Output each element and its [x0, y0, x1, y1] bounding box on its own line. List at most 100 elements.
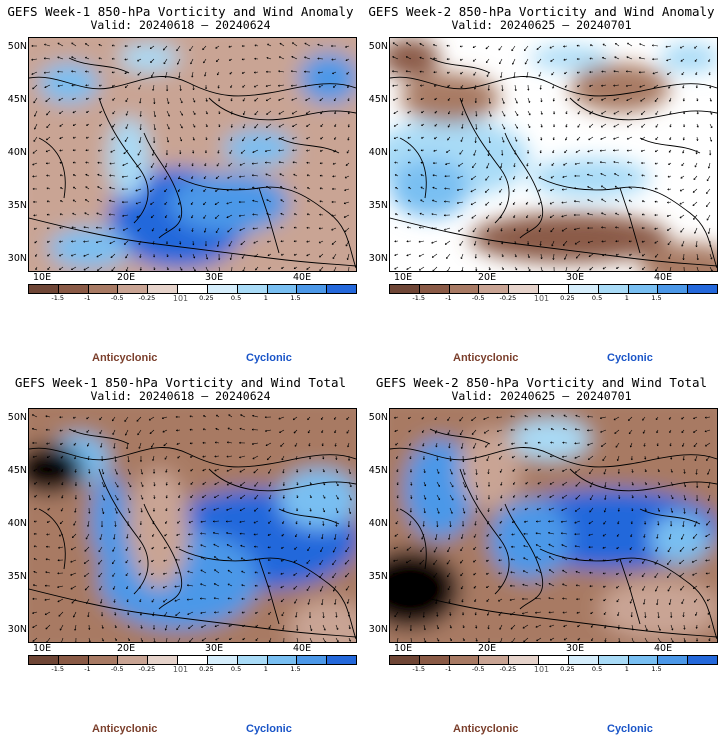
colorbar [389, 655, 718, 665]
colorbar-swatch [479, 656, 510, 664]
lat-label: 50N [368, 41, 388, 52]
anticyclonic-label: Anticyclonic [92, 352, 158, 364]
lat-label: 45N [7, 94, 27, 105]
map-area [28, 408, 357, 643]
coastline [258, 187, 280, 254]
lon-label: 40E [293, 272, 312, 283]
colorbar-tick-label: 0.5 [230, 294, 242, 302]
coastline [143, 132, 183, 239]
lon-label: 30E [205, 272, 224, 283]
wind-arrows [31, 414, 352, 642]
colorbar-swatch [539, 656, 569, 664]
coastline [429, 57, 491, 74]
map-area [28, 37, 357, 272]
lat-label: 30N [7, 624, 27, 635]
colorbar-tick-label: -0.25 [499, 294, 517, 302]
colorbar-swatch [178, 656, 208, 664]
map-svg [390, 409, 717, 642]
lat-label: 30N [368, 624, 388, 635]
cyclonic-label: Cyclonic [607, 352, 653, 364]
colorbar-swatch [327, 285, 356, 293]
colorbar-tick-label: -1.5 [51, 665, 65, 673]
colorbar-swatch [449, 285, 480, 293]
lon-label: 30E [566, 643, 585, 654]
lon-label: 20E [478, 643, 497, 654]
colorbar-tick-label: -0.5 [471, 665, 485, 673]
colorbar-tick-label: -1 [84, 294, 91, 302]
coastline [639, 508, 701, 525]
coastline [619, 187, 641, 254]
lat-label: 35N [7, 200, 27, 211]
colorbar-tick-label: 0.25 [560, 294, 575, 302]
panel-valid-dates: Valid: 20240625 – 20240701 [451, 389, 632, 403]
coastline [569, 468, 717, 492]
colorbar-swatch [148, 656, 179, 664]
coastline [29, 76, 356, 97]
page-number: 101 [172, 294, 189, 303]
lat-label: 35N [368, 571, 388, 582]
colorbar-tick-label: 0.5 [591, 665, 603, 673]
colorbar-swatch [419, 285, 450, 293]
colorbar-swatch [539, 285, 569, 293]
coastline [98, 97, 149, 224]
coastline [278, 508, 340, 525]
colorbar-tick-label: -0.5 [110, 665, 124, 673]
lon-label: 40E [293, 643, 312, 654]
colorbar-tick-label: 1 [624, 665, 629, 673]
colorbar-swatch [178, 285, 208, 293]
colorbar [28, 284, 357, 294]
colorbar-tick-label: -1.5 [412, 294, 426, 302]
colorbar-tick-label: -0.25 [138, 294, 156, 302]
coastline [539, 177, 717, 269]
colorbar-swatch [479, 285, 510, 293]
panel-week1-total: GEFS Week-1 850-hPa Vorticity and Wind T… [0, 371, 361, 742]
coastline [29, 588, 356, 638]
colorbar-tick-label: -1.5 [412, 665, 426, 673]
colorbar-swatch [568, 656, 599, 664]
colorbar-tick-label: 1 [624, 294, 629, 302]
lat-label: 40N [368, 147, 388, 158]
coastline [639, 137, 701, 154]
map-svg [29, 409, 356, 642]
colorbar [389, 284, 718, 294]
colorbar-tick-label: 1.5 [290, 665, 301, 673]
lat-label: 50N [7, 412, 27, 423]
lon-label: 10E [394, 272, 413, 283]
lon-label: 40E [654, 272, 673, 283]
anticyclonic-label: Anticyclonic [92, 723, 158, 735]
colorbar-swatch [598, 656, 629, 664]
coastline [459, 468, 510, 595]
cyclonic-label: Cyclonic [246, 723, 292, 735]
colorbar-swatch [628, 656, 659, 664]
coastline [178, 177, 356, 269]
lon-label: 30E [566, 272, 585, 283]
lat-label: 45N [368, 465, 388, 476]
colorbar-tick-label: -1 [445, 665, 452, 673]
cyclonic-label: Cyclonic [607, 723, 653, 735]
page-number: 101 [533, 294, 550, 303]
coastline [258, 558, 280, 625]
cyclonic-label: Cyclonic [246, 352, 292, 364]
colorbar-swatch [58, 656, 89, 664]
coastline [208, 97, 356, 121]
lat-label: 30N [7, 253, 27, 264]
colorbar [28, 655, 357, 665]
colorbar-swatch [118, 285, 149, 293]
lat-label: 50N [7, 41, 27, 52]
coastline [390, 76, 717, 97]
colorbar-ticks: -1.5 -1 -0.5 -0.25 0.25 0.5 1 1.5 [28, 294, 355, 304]
coastline [208, 468, 356, 492]
coastline [429, 428, 491, 445]
colorbar-swatch [207, 285, 238, 293]
colorbar-swatch [390, 656, 420, 664]
lon-label: 20E [117, 272, 136, 283]
map-area [389, 408, 718, 643]
colorbar-swatch [297, 285, 328, 293]
colorbar-tick-label: 0.25 [199, 665, 214, 673]
anticyclonic-label: Anticyclonic [453, 352, 519, 364]
panel-title: GEFS Week-1 850-hPa Vorticity and Wind A… [7, 4, 354, 19]
wind-arrows [392, 42, 713, 271]
lat-label: 50N [368, 412, 388, 423]
colorbar-swatch [658, 656, 689, 664]
panel-title: GEFS Week-1 850-hPa Vorticity and Wind T… [14, 375, 347, 390]
